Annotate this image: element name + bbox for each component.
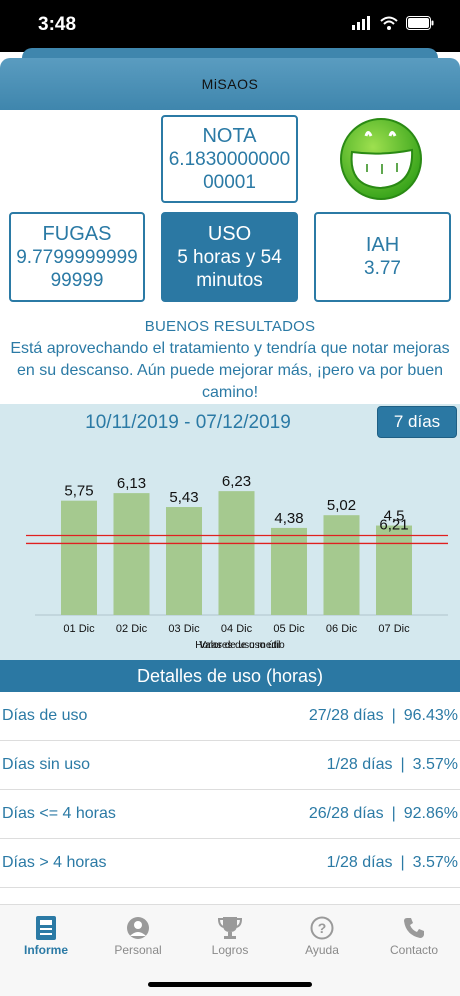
usage-bar: [113, 493, 150, 615]
bar-overlap-label: 6,21: [379, 517, 408, 534]
tab-label: Personal: [114, 943, 162, 957]
details-row-count: 27/28 días: [308, 707, 384, 724]
x-axis-label: Horas de uso medio: [195, 640, 285, 651]
details-row-values: 1/28 días | 3.57%: [327, 756, 458, 774]
x-tick-label: 04 Dic: [221, 623, 253, 635]
x-tick-label: 03 Dic: [168, 623, 200, 635]
details-row-label: Días > 4 horas: [2, 854, 107, 871]
uso-label: USO: [207, 222, 252, 245]
details-row: Días > 4 horas 1/28 días | 3.57%: [0, 839, 460, 888]
signal-icon: [352, 16, 370, 30]
tab-contacto[interactable]: Contacto: [368, 913, 460, 957]
fugas-label: FUGAS: [42, 222, 112, 245]
usage-bar: [166, 507, 202, 615]
details-row-separator: |: [400, 854, 405, 871]
tab-label: Ayuda: [305, 943, 339, 957]
tab-label: Contacto: [389, 943, 439, 957]
bar-value-label: 5,75: [64, 483, 93, 500]
details-row: Días sin uso 1/28 días | 3.57%: [0, 741, 460, 790]
help-icon: ?: [310, 916, 334, 940]
report-icon: [36, 916, 56, 940]
details-row-count: 1/28 días: [326, 854, 393, 871]
tab-label: Logros: [211, 943, 249, 957]
usage-bar: [271, 527, 307, 615]
status-time: 3:48: [38, 14, 77, 35]
nota-label: NOTA: [202, 124, 257, 147]
usage-chart-panel: 10/11/2019 - 07/12/2019 7 días 5,75 01 Di…: [0, 404, 460, 660]
details-heading: Detalles de uso (horas): [0, 660, 460, 692]
details-row-percent: 92.86%: [403, 805, 458, 822]
uso-card: USO 5 horas y 54 minutos: [161, 212, 298, 302]
x-axis-label: Valores de uso útil: [199, 640, 281, 651]
bar-value-label: 4,38: [274, 510, 303, 527]
date-range: 10/11/2019 - 07/12/2019: [85, 412, 291, 433]
details-row-values: 1/28 días | 3.57%: [327, 854, 458, 872]
x-tick-label: 07 Dic: [378, 623, 410, 635]
result-heading: BUENOS RESULTADOS: [144, 318, 316, 335]
trophy-icon: [217, 917, 243, 939]
tab-personal[interactable]: Personal: [92, 913, 184, 957]
bar-value-label: 5,43: [169, 489, 198, 506]
details-row-percent: 3.57%: [412, 854, 458, 871]
details-row-percent: 3.57%: [412, 756, 458, 773]
usage-bar: [376, 525, 412, 615]
usage-bar-chart: 5,75 01 Dic 6,13 02 Dic 5,43 03 Dic 6,23 04 Dic…: [26, 473, 448, 651]
details-row-percent: 96.43%: [403, 707, 458, 724]
result-message-block: BUENOS RESULTADOS Está aprovechando el t…: [0, 316, 460, 404]
details-row-separator: |: [391, 805, 396, 822]
details-row: Días de uso 27/28 días | 96.43%: [0, 692, 460, 741]
fugas-value: 9.779999999999999: [16, 246, 138, 291]
nota-card: NOTA 6.183000000000001: [161, 115, 298, 203]
wifi-icon: [380, 16, 398, 30]
bar-value-label: 4,5: [384, 508, 405, 525]
usage-bar: [323, 515, 360, 615]
usage-bar: [61, 500, 97, 615]
x-tick-label: 06 Dic: [326, 623, 358, 635]
svg-text:?: ?: [318, 920, 327, 936]
user-icon: [127, 917, 149, 939]
iah-label: IAH: [365, 234, 400, 256]
phone-icon: [404, 918, 424, 938]
x-tick-label: 01 Dic: [63, 623, 95, 635]
uso-value: 5 horas y 54 minutos: [177, 246, 282, 291]
status-icons: [352, 16, 434, 30]
details-row-separator: |: [400, 756, 405, 773]
details-row: Días <= 4 horas 26/28 días | 92.86%: [0, 790, 460, 839]
x-tick-label: 02 Dic: [116, 623, 148, 635]
details-row-label: Días de uso: [2, 707, 88, 724]
details-row-separator: |: [391, 707, 396, 724]
tab-logros[interactable]: Logros: [184, 913, 276, 957]
iah-value: 3.77: [364, 258, 401, 279]
battery-icon: [406, 16, 434, 30]
tab-ayuda[interactable]: ? Ayuda: [276, 913, 368, 957]
result-message: Está aprovechando el tratamiento y tendr…: [10, 340, 450, 401]
tab-informe[interactable]: Informe: [0, 913, 92, 957]
bar-value-label: 6,23: [222, 473, 251, 490]
bar-value-label: 6,13: [117, 475, 146, 492]
app-header: MiSAOS: [0, 58, 460, 110]
nota-value: 6.183000000000001: [168, 148, 291, 193]
home-indicator: [148, 982, 312, 987]
details-row-values: 26/28 días | 92.86%: [309, 805, 458, 823]
bar-value-label: 5,02: [327, 497, 356, 514]
details-row-count: 26/28 días: [308, 805, 384, 822]
usage-bar: [218, 491, 255, 615]
tab-bar: Informe Personal Logros ?: [0, 904, 460, 996]
iah-card: IAH 3.77: [314, 212, 451, 302]
status-bar: 3:48: [0, 0, 460, 52]
tab-label: Informe: [23, 943, 68, 957]
app-title: MiSAOS: [201, 76, 259, 92]
x-tick-label: 05 Dic: [273, 623, 305, 635]
details-row-values: 27/28 días | 96.43%: [309, 707, 458, 725]
details-row-count: 1/28 días: [326, 756, 393, 773]
period-selector-button[interactable]: 7 días: [377, 406, 457, 438]
happy-face-icon: [340, 118, 422, 200]
fugas-card: FUGAS 9.779999999999999: [9, 212, 145, 302]
details-row-label: Días <= 4 horas: [2, 805, 116, 822]
details-row-label: Días sin uso: [2, 756, 91, 773]
